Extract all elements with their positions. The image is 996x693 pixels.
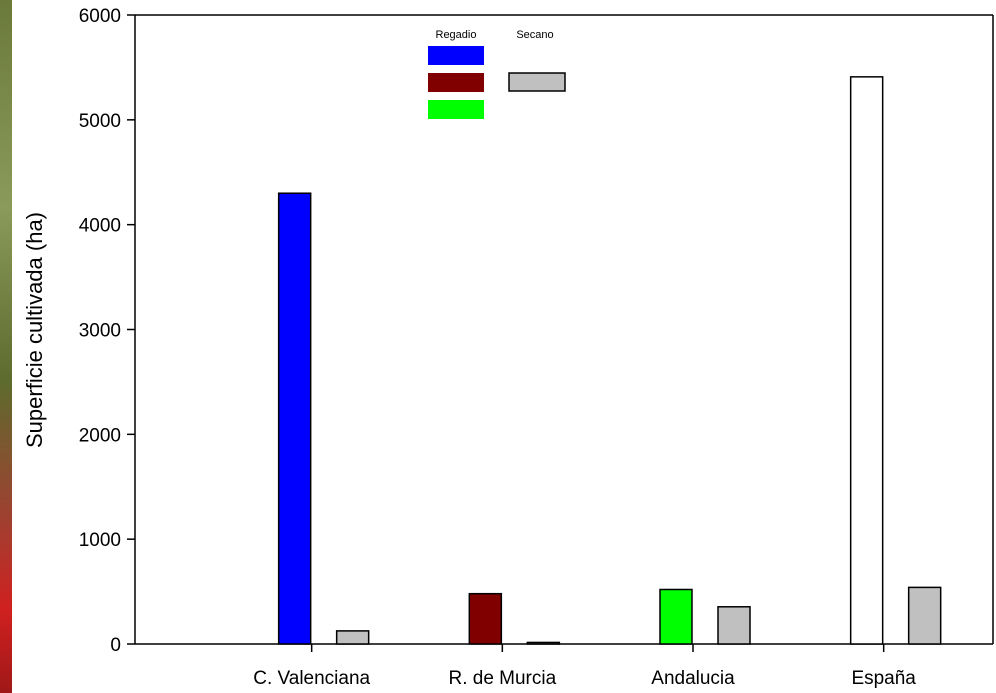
bars <box>277 76 942 645</box>
y-tick-label: 1000 <box>79 530 121 551</box>
legend-swatch-secano-0 <box>508 72 566 92</box>
y-tick-label: 6000 <box>79 6 121 27</box>
legend-swatch-regadio-2 <box>428 100 484 119</box>
y-tick-label: 0 <box>110 635 121 656</box>
legend: Regadio Secano <box>428 29 566 119</box>
bar-regadio-1 <box>468 592 503 645</box>
legend-header-secano: Secano <box>516 29 553 41</box>
bar-secano-3 <box>907 586 942 645</box>
y-tick-label: 3000 <box>79 321 121 342</box>
side-photo-strip <box>0 0 12 693</box>
x-tick-label: C. Valenciana <box>253 668 370 689</box>
y-tick-label: 4000 <box>79 216 121 237</box>
legend-header-regadio: Regadio <box>436 29 477 41</box>
legend-swatch-regadio-1 <box>428 73 484 92</box>
bar-secano-1 <box>526 641 561 645</box>
legend-swatch-regadio-0 <box>428 46 484 65</box>
x-tick-label: España <box>851 668 916 689</box>
bar-regadio-2 <box>659 588 693 645</box>
bar-regadio-0 <box>277 192 312 645</box>
bar-secano-0 <box>335 630 370 645</box>
y-tick-label: 2000 <box>79 425 121 446</box>
bar-secano-2 <box>717 606 751 645</box>
bar-regadio-3 <box>849 76 884 645</box>
x-tick-label: Andalucia <box>651 668 735 689</box>
y-axis-title: Superficie cultivada (ha) <box>22 212 47 448</box>
y-tick-label: 5000 <box>79 111 121 132</box>
x-tick-label: R. de Murcia <box>448 668 556 689</box>
axes: 0 1000 2000 3000 4000 5000 6000 C. Valenciana R.… <box>79 6 994 689</box>
